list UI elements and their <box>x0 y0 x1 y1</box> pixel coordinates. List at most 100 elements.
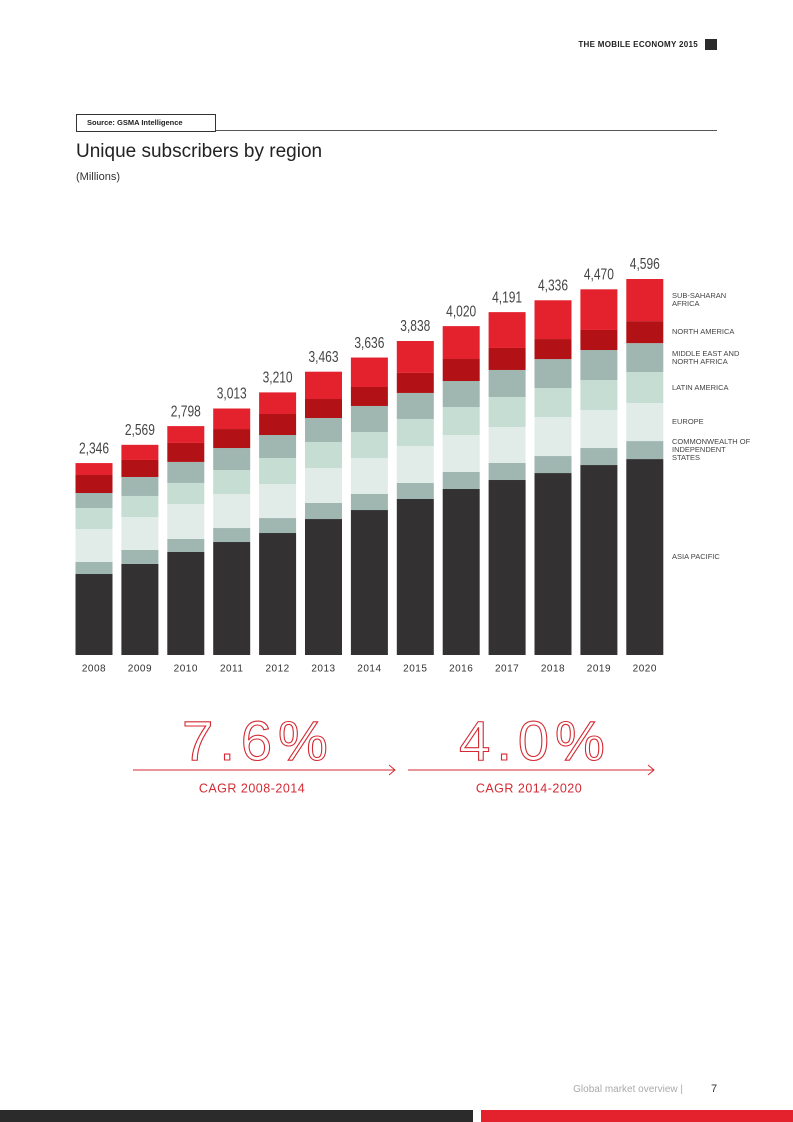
bar-segment <box>121 459 159 477</box>
bar-segment <box>167 538 205 553</box>
x-tick-label: 2014 <box>357 664 381 675</box>
bar-segment <box>396 498 434 655</box>
bar-segment <box>488 480 526 655</box>
bar-segment <box>259 413 297 436</box>
legend-label: LATIN AMERICA <box>672 382 729 392</box>
x-tick-label: 2016 <box>449 664 473 675</box>
cagr-label: CAGR 2014-2020 <box>476 781 582 795</box>
bar-segment <box>626 459 664 655</box>
total-label: 4,470 <box>584 265 614 283</box>
bar-segment <box>121 495 159 517</box>
bar-segment <box>534 417 572 457</box>
bar-segment <box>167 552 205 655</box>
bar-segment <box>75 529 113 562</box>
x-tick-label: 2015 <box>403 664 427 675</box>
bar-segment <box>121 549 159 564</box>
x-tick-label: 2018 <box>541 664 565 675</box>
footer-section: Global market overview | <box>573 1084 683 1095</box>
bar-segment <box>442 326 480 360</box>
x-tick-label: 2011 <box>220 664 244 675</box>
bar-segment <box>213 470 251 494</box>
total-label: 4,191 <box>492 288 522 306</box>
divider <box>216 130 717 131</box>
bar-segment <box>580 329 618 351</box>
bar-segment <box>534 339 572 360</box>
bar-segment <box>488 369 526 397</box>
total-label: 3,463 <box>308 347 338 365</box>
bar-segment <box>626 441 664 460</box>
cagr-label: CAGR 2008-2014 <box>199 781 305 795</box>
bar-segment <box>259 458 297 485</box>
total-label: 2,569 <box>125 420 155 438</box>
bar-segment <box>75 507 113 530</box>
arrow-head <box>647 764 655 776</box>
bar-segment <box>121 516 159 550</box>
bar-segment <box>75 493 113 508</box>
bar-segment <box>121 563 159 655</box>
bar-segment <box>626 343 664 373</box>
total-label: 3,838 <box>400 317 430 335</box>
bar-segment <box>305 441 342 468</box>
bar-segment <box>396 482 434 499</box>
bar-segment <box>167 461 205 483</box>
bar-segment <box>488 426 526 463</box>
bar-segment <box>305 399 342 418</box>
bar-segment <box>350 405 388 432</box>
bar-segment <box>442 359 480 382</box>
total-label: 3,210 <box>263 368 293 386</box>
x-tick-label: 2017 <box>495 664 519 675</box>
bar-segment <box>213 493 251 529</box>
bar-segment <box>580 448 618 466</box>
bar-segment <box>580 380 618 411</box>
footer-bar <box>0 1110 473 1122</box>
total-label: 4,596 <box>630 255 660 273</box>
bar-segment <box>442 381 480 408</box>
bar-segment <box>75 475 113 494</box>
total-label: 4,336 <box>538 276 568 294</box>
bar-segment <box>488 312 526 348</box>
bar-segment <box>350 357 388 387</box>
legend-label: COMMONWEALTH OF INDEPENDENT STATES <box>672 437 751 463</box>
bar-segment <box>626 372 664 404</box>
bar-segment <box>259 484 297 519</box>
bar-segment <box>121 444 159 460</box>
bar-segment <box>580 410 618 449</box>
arrow-head <box>388 764 396 776</box>
legend-label: SUB-SAHARAN AFRICA <box>672 291 727 309</box>
bar-segment <box>305 371 342 400</box>
bar-segment <box>488 347 526 370</box>
bar-segment <box>259 392 297 414</box>
x-tick-label: 2008 <box>82 664 106 675</box>
chart-title: Unique subscribers by region <box>76 141 323 162</box>
legend-label: MIDDLE EAST AND NORTH AFRICA <box>672 348 740 366</box>
bar-segment <box>396 445 434 483</box>
footer-bar <box>481 1110 793 1122</box>
legend-label: ASIA PACIFIC <box>672 552 720 562</box>
bar-segment <box>396 418 434 446</box>
bar-segment <box>534 388 572 418</box>
legend-label: EUROPE <box>672 417 704 427</box>
bar-segment <box>305 519 342 655</box>
bar-segment <box>167 442 205 462</box>
bar-segment <box>350 386 388 406</box>
bar-segment <box>75 561 113 575</box>
bar-segment <box>442 471 480 490</box>
bar-segment <box>213 448 251 471</box>
bar-segment <box>213 528 251 543</box>
header-title: THE MOBILE ECONOMY 2015 <box>578 40 698 49</box>
bar-segment <box>167 426 205 443</box>
bar-segment <box>75 574 113 655</box>
total-label: 2,798 <box>171 402 201 420</box>
bar-segment <box>213 429 251 449</box>
x-tick-label: 2012 <box>265 664 289 675</box>
bar-segment <box>580 350 618 381</box>
cagr-value: 4.0% <box>459 709 611 772</box>
chart-subtitle: (Millions) <box>76 171 120 183</box>
x-tick-label: 2009 <box>128 664 152 675</box>
bar-segment <box>305 417 342 442</box>
bar-segment <box>167 482 205 504</box>
bar-segment <box>534 473 572 655</box>
bar-segment <box>259 518 297 534</box>
